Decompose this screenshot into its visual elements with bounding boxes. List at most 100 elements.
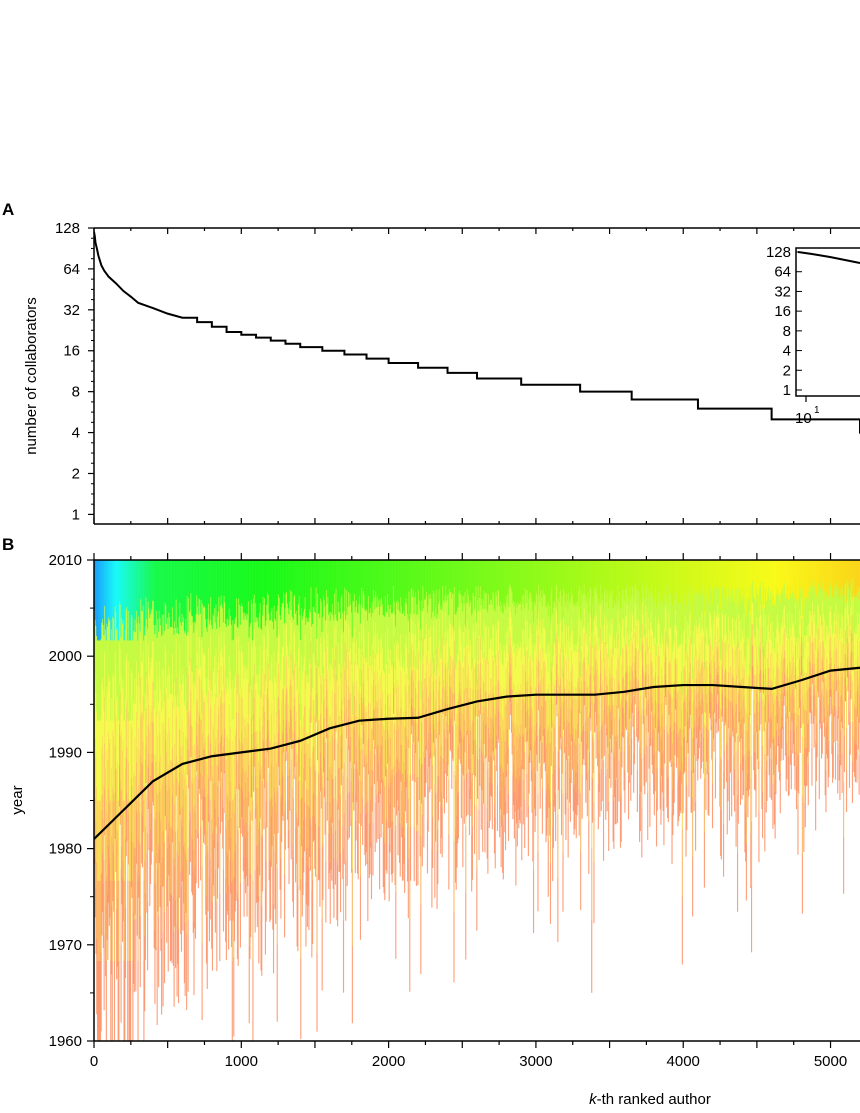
career-span-segment (489, 690, 491, 735)
career-span-segment (558, 598, 560, 637)
career-span-segment (568, 560, 570, 593)
career-span-segment (498, 620, 500, 652)
career-span-segment (520, 683, 522, 725)
career-span-segment (633, 593, 636, 629)
career-span-segment (95, 822, 97, 889)
career-span-segment (547, 784, 549, 841)
career-span-segment (289, 709, 292, 740)
career-span-segment (219, 693, 221, 761)
career-span-segment (502, 612, 504, 665)
career-span-segment (306, 674, 308, 733)
career-span-segment (569, 734, 571, 779)
career-span-segment (300, 879, 302, 960)
career-span-segment (147, 765, 149, 834)
career-span-segment (170, 626, 172, 694)
career-span-segment (464, 656, 466, 689)
career-span-segment (614, 647, 616, 693)
career-span-segment (113, 677, 115, 737)
career-span-segment (500, 611, 502, 663)
career-span-segment (113, 735, 115, 795)
career-span-segment (370, 785, 373, 843)
career-span-segment (376, 560, 378, 598)
career-span-segment (142, 696, 144, 742)
inset-y-tick-label: 1 (783, 382, 791, 399)
career-span-segment (588, 769, 590, 822)
career-span-segment (558, 684, 560, 727)
career-span-segment (426, 768, 429, 822)
career-span-segment (466, 618, 468, 648)
career-span-segment (443, 679, 445, 720)
career-span-segment (559, 717, 561, 750)
career-span-segment (446, 703, 448, 741)
career-span-segment (504, 786, 506, 833)
career-span-segment (365, 608, 367, 658)
career-span-segment (205, 828, 208, 897)
career-span-segment (485, 560, 487, 594)
career-span-segment (555, 653, 557, 701)
career-span-segment (580, 711, 582, 742)
career-span-segment (225, 759, 227, 827)
career-span-segment (477, 560, 479, 601)
career-span-segment (380, 698, 382, 746)
career-span-segment (449, 704, 451, 734)
career-span-segment (477, 612, 479, 639)
career-span-segment (360, 604, 362, 649)
career-span-segment (524, 703, 526, 753)
career-span-segment (445, 560, 447, 587)
career-span-segment (597, 739, 599, 785)
career-span-segment (639, 653, 641, 702)
career-span-segment (207, 677, 209, 736)
career-span-segment (388, 787, 390, 845)
career-span-segment (499, 744, 501, 792)
career-span-segment (404, 670, 406, 727)
career-span-segment (376, 607, 378, 655)
career-span-segment (283, 624, 285, 657)
career-span-segment (507, 560, 509, 595)
career-span-segment (155, 610, 158, 662)
career-span-segment (212, 560, 214, 615)
career-span-segment (418, 681, 420, 712)
career-span-segment (407, 679, 409, 740)
career-span-segment (371, 601, 373, 645)
career-span-segment (647, 646, 650, 676)
career-span-segment (278, 635, 281, 673)
career-span-segment (177, 707, 180, 782)
career-span-segment (454, 667, 456, 695)
career-span-segment (477, 679, 479, 720)
career-span-segment (587, 623, 589, 655)
career-span-segment (508, 616, 510, 645)
career-span-segment (422, 637, 424, 665)
career-span-segment (278, 732, 280, 768)
career-span-segment (489, 777, 491, 821)
career-span-segment (494, 611, 496, 663)
career-span-segment (405, 711, 407, 750)
career-span-segment (308, 683, 310, 746)
career-span-segment (243, 738, 245, 798)
career-span-segment (672, 729, 675, 773)
career-span-segment (191, 671, 194, 728)
career-span-segment (340, 853, 342, 913)
career-span-segment (535, 687, 537, 731)
career-span-segment (429, 626, 431, 660)
career-span-segment (188, 636, 190, 675)
career-span-segment (491, 560, 493, 606)
career-span-segment (393, 687, 395, 714)
career-span-segment (99, 960, 101, 1041)
career-span-segment (298, 740, 300, 777)
career-span-segment (320, 642, 322, 685)
career-span-segment (650, 660, 652, 687)
career-span-segment (326, 646, 328, 691)
career-span-segment (128, 800, 130, 881)
career-span-segment (617, 560, 619, 586)
career-span-segment (300, 607, 303, 656)
career-span-segment (616, 596, 618, 633)
career-span-segment (444, 631, 446, 667)
career-span-segment (649, 560, 651, 605)
career-span-segment (255, 775, 257, 819)
career-span-segment (437, 646, 440, 691)
career-span-segment (110, 905, 113, 975)
career-span-segment (558, 560, 560, 602)
career-span-segment (594, 674, 596, 704)
career-span-segment (198, 750, 200, 789)
